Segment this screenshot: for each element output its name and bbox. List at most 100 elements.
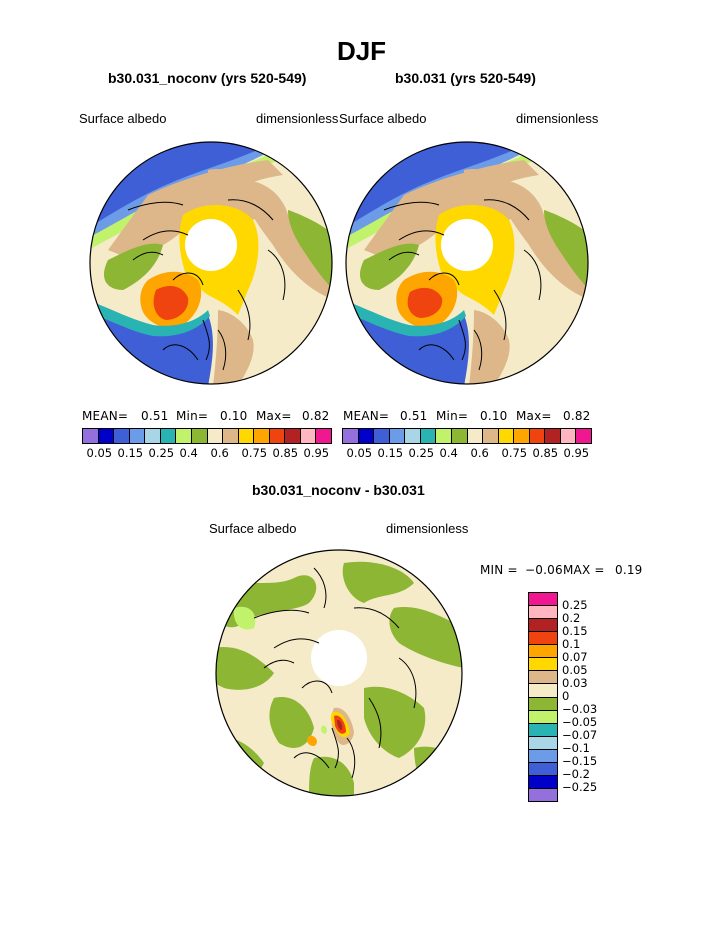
colorbar-swatch (529, 684, 557, 698)
colorbar-level-label: 0 (562, 689, 570, 703)
colorbar-swatch (545, 429, 561, 443)
colorbar-tick-label: 0.95 (303, 446, 330, 460)
stat-mean-label: MEAN= (343, 409, 390, 423)
colorbar-tick-label: 0.6 (470, 446, 489, 460)
panel-title-noconv: b30.031_noconv (yrs 520-549) (108, 70, 307, 86)
colorbar-swatch (529, 697, 557, 711)
colorbar-swatch (498, 429, 515, 443)
colorbar-level-label: −0.1 (562, 741, 590, 755)
colorbar-swatch (576, 429, 591, 443)
colorbar-swatch (467, 429, 484, 443)
stat-max-value: 0.82 (563, 409, 591, 423)
difference-left-label: Surface albedo (209, 521, 297, 536)
colorbar-tick-label: 0.75 (501, 446, 528, 460)
colorbar-swatch (529, 788, 557, 801)
colorbar-swatch (529, 762, 557, 776)
colorbar-swatch (529, 429, 546, 443)
stat-mean-value: 0.51 (141, 409, 169, 423)
colorbar-tick-label: 0.85 (532, 446, 559, 460)
panel-units-label: dimensionless (516, 111, 599, 126)
colorbar-level-label: −0.03 (562, 702, 598, 716)
colorbar-swatch (529, 606, 557, 620)
colorbar-level-label: 0.25 (562, 598, 588, 612)
colorbar-tick-label: 0.4 (439, 446, 458, 460)
stat-min-label: Min= (436, 409, 469, 423)
difference-colorbar (528, 592, 558, 802)
colorbar-swatch (254, 429, 270, 443)
colorbar-level-label: 0.07 (562, 650, 588, 664)
colorbar-swatch (483, 429, 499, 443)
colorbar-noconv (82, 428, 332, 444)
colorbar-level-label: −0.25 (562, 780, 598, 794)
stat-mean-label: MEAN= (82, 409, 129, 423)
colorbar-swatch (176, 429, 192, 443)
colorbar-swatch (529, 749, 557, 763)
colorbar-ticks-control: 0.05 0.15 0.25 0.4 0.6 0.75 0.85 0.95 (342, 446, 592, 460)
colorbar-tick-label: 0.05 (86, 446, 113, 460)
colorbar-swatch (529, 619, 557, 633)
colorbar-level-label: −0.05 (562, 715, 598, 729)
colorbar-swatch (300, 429, 317, 443)
colorbar-swatch (145, 429, 161, 443)
colorbar-tick-label: 0.95 (563, 446, 590, 460)
colorbar-swatch (358, 429, 375, 443)
polar-map-control (345, 141, 589, 385)
difference-title: b30.031_noconv - b30.031 (252, 482, 425, 498)
colorbar-tick-label: 0.05 (346, 446, 373, 460)
colorbar-control (342, 428, 592, 444)
stat-max-value: 0.82 (302, 409, 330, 423)
colorbar-tick-label: 0.6 (210, 446, 229, 460)
colorbar-tick-label: 0.85 (272, 446, 299, 460)
colorbar-tick-label: 0.75 (241, 446, 268, 460)
colorbar-swatch (343, 429, 359, 443)
difference-min-label: MIN = (480, 563, 518, 577)
colorbar-swatch (207, 429, 224, 443)
colorbar-tick-label: 0.4 (179, 446, 198, 460)
colorbar-swatch (160, 429, 177, 443)
colorbar-swatch (529, 645, 557, 659)
colorbar-level-label: 0.05 (562, 663, 588, 677)
colorbar-level-label: 0.2 (562, 611, 581, 625)
colorbar-tick-label: 0.15 (377, 446, 404, 460)
page-title: DJF (336, 36, 387, 66)
colorbar-swatch (436, 429, 452, 443)
colorbar-level-label: −0.15 (562, 754, 598, 768)
colorbar-tick-label: 0.15 (117, 446, 144, 460)
colorbar-swatch (405, 429, 421, 443)
difference-max-label: MAX = (563, 563, 605, 577)
difference-colorbar-labels: 0.25 0.2 0.15 0.1 0.07 0.05 0.03 0 −0.03 −0.05 −0.… (562, 592, 622, 800)
colorbar-swatch (529, 658, 557, 672)
panel-title-control: b30.031 (yrs 520-549) (395, 70, 536, 86)
colorbar-ticks-noconv: 0.05 0.15 0.25 0.4 0.6 0.75 0.85 0.95 (82, 446, 332, 460)
colorbar-swatch (285, 429, 301, 443)
colorbar-swatch (191, 429, 208, 443)
colorbar-swatch (529, 736, 557, 750)
panel-left-label: Surface albedo (79, 111, 167, 126)
stat-min-value: 0.10 (220, 409, 248, 423)
polar-map-difference (215, 549, 463, 797)
colorbar-swatch (374, 429, 390, 443)
stat-mean-value: 0.51 (400, 409, 428, 423)
colorbar-tick-label: 0.25 (148, 446, 175, 460)
colorbar-swatch (420, 429, 437, 443)
colorbar-swatch (514, 429, 530, 443)
difference-min-value: −0.06 (525, 563, 563, 577)
colorbar-swatch (269, 429, 286, 443)
colorbar-level-label: 0.1 (562, 637, 581, 651)
colorbar-swatch (529, 671, 557, 685)
panel-units-label: dimensionless (256, 111, 339, 126)
colorbar-level-label: −0.2 (562, 767, 590, 781)
difference-max-value: 0.19 (615, 563, 643, 577)
colorbar-swatch (316, 429, 331, 443)
stat-max-label: Max= (256, 409, 292, 423)
colorbar-swatch (529, 632, 557, 646)
stat-min-value: 0.10 (480, 409, 508, 423)
colorbar-swatch (529, 775, 557, 789)
colorbar-swatch (114, 429, 130, 443)
colorbar-swatch (451, 429, 468, 443)
colorbar-swatch (529, 723, 557, 737)
polar-map-noconv (89, 141, 333, 385)
colorbar-swatch (98, 429, 115, 443)
stat-min-label: Min= (176, 409, 209, 423)
colorbar-swatch (560, 429, 577, 443)
